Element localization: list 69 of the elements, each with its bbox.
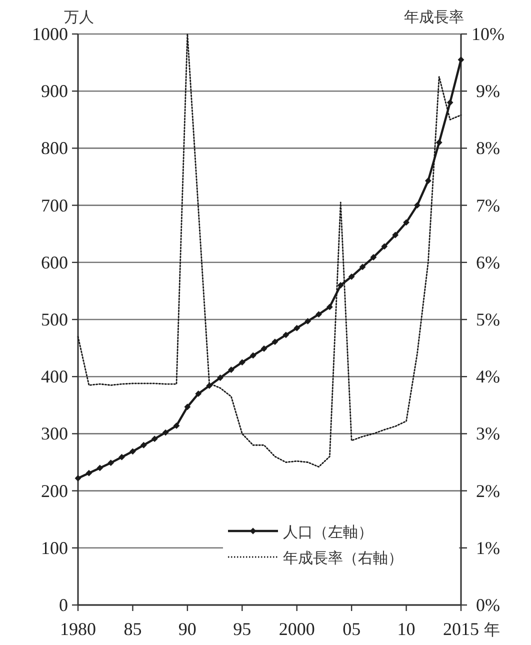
- point: [217, 374, 224, 381]
- y-tick-label: 0: [59, 595, 68, 615]
- point: [173, 422, 180, 429]
- point: [238, 359, 246, 366]
- point: [381, 243, 388, 250]
- y2-tick-label: 8%: [476, 138, 500, 158]
- y-tick-label: 200: [41, 480, 68, 501]
- point: [424, 178, 432, 184]
- point: [195, 390, 202, 397]
- point: [304, 318, 311, 324]
- point: [436, 139, 442, 146]
- y-tick-label: 800: [41, 138, 68, 158]
- point: [118, 454, 125, 460]
- y2-tick-label: 0%: [476, 595, 500, 615]
- point: [228, 366, 234, 373]
- x-axis-title: 年: [484, 620, 500, 639]
- legend-label: 人口（左軸）: [283, 523, 373, 541]
- point: [337, 282, 344, 288]
- y2-tick-label: 10%: [472, 24, 504, 44]
- y-tick-label: 600: [41, 252, 68, 272]
- point: [130, 448, 136, 455]
- y2-tick-label: 2%: [476, 480, 500, 501]
- point: [326, 304, 333, 310]
- y-tick-label: 400: [41, 366, 68, 387]
- y-tick-label: 500: [41, 310, 68, 330]
- point: [162, 429, 169, 436]
- y2-tick-label: 1%: [476, 538, 500, 558]
- y-tick-label: 1000: [32, 24, 68, 44]
- y-tick-label: 700: [41, 195, 68, 216]
- y2-tick-label: 5%: [476, 310, 500, 330]
- point: [458, 56, 464, 63]
- point: [392, 232, 399, 238]
- point: [260, 345, 268, 352]
- x-tick-label: 2015: [443, 619, 479, 639]
- y-tick-label: 100: [41, 538, 68, 558]
- point: [348, 273, 355, 280]
- point: [282, 332, 290, 338]
- point: [316, 311, 322, 318]
- point: [370, 254, 377, 260]
- x-tick-label: 2000: [278, 619, 315, 639]
- x-tick-label: 10: [397, 619, 416, 639]
- point: [108, 460, 114, 466]
- y2-tick-label: 9%: [476, 81, 500, 102]
- x-tick-label: 90: [178, 619, 196, 639]
- legend-label: 年成長率（右軸）: [283, 549, 403, 567]
- y2-tick-label: 6%: [476, 252, 500, 272]
- point: [403, 219, 410, 226]
- x-tick-label: 1980: [60, 619, 96, 639]
- point: [140, 442, 147, 448]
- point: [414, 202, 420, 208]
- y2-tick-label: 4%: [476, 366, 500, 387]
- y-tick-label: 900: [41, 81, 68, 102]
- x-tick-label: 05: [342, 619, 361, 639]
- point: [446, 99, 454, 106]
- point: [86, 470, 92, 476]
- x-tick-label: 95: [233, 619, 252, 639]
- point: [206, 382, 213, 389]
- y2-tick-label: 3%: [476, 424, 500, 444]
- y-tick-label: 300: [41, 424, 68, 444]
- point: [96, 464, 104, 472]
- y-axis-title: 万人: [64, 8, 94, 26]
- point: [151, 436, 158, 442]
- point: [294, 324, 300, 332]
- x-tick-label: 85: [124, 619, 142, 639]
- y2-tick-label: 7%: [476, 195, 500, 216]
- y2-axis-title: 年成長率: [404, 8, 464, 26]
- point: [359, 264, 366, 270]
- point: [184, 404, 191, 410]
- point: [250, 352, 256, 359]
